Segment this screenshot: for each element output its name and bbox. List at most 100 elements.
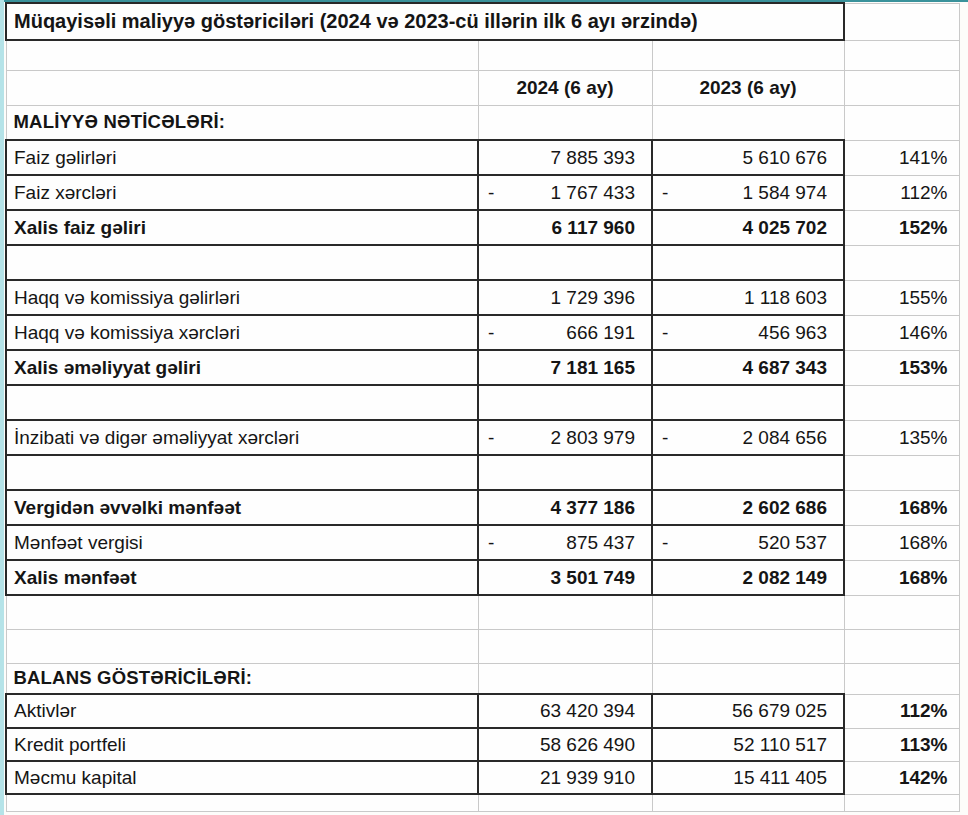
cell-2024-empty[interactable] bbox=[478, 663, 652, 694]
cell-2023-empty[interactable] bbox=[652, 385, 844, 420]
cell-percent[interactable]: 135% bbox=[844, 420, 959, 455]
table-row: MALİYYƏ NƏTİCƏLƏRİ: bbox=[6, 105, 959, 140]
cell-pct-empty[interactable] bbox=[844, 245, 959, 280]
cell-label-empty[interactable] bbox=[6, 385, 478, 420]
table-row: Mənfəət vergisi-875 437-520 537168% bbox=[6, 525, 959, 560]
table-row bbox=[6, 40, 959, 70]
cell-2023-value[interactable]: -1 584 974 bbox=[652, 175, 844, 210]
cell-label[interactable]: Xalis faiz gəliri bbox=[6, 210, 478, 245]
cell-2024-empty[interactable] bbox=[478, 629, 652, 663]
cell-2023-empty[interactable] bbox=[652, 663, 844, 694]
cell-percent[interactable]: 113% bbox=[844, 728, 959, 761]
cell-2024-empty[interactable] bbox=[478, 455, 652, 490]
cell-2023-empty[interactable] bbox=[652, 105, 844, 140]
cell-pct-empty[interactable] bbox=[844, 3, 959, 40]
cell-2023-value[interactable]: 4 687 343 bbox=[652, 350, 844, 385]
cell-label[interactable]: Mənfəət vergisi bbox=[6, 525, 478, 560]
cell-2024-empty[interactable] bbox=[478, 105, 652, 140]
cell-2024-value[interactable]: 3 501 749 bbox=[478, 560, 652, 595]
cell-percent[interactable]: 168% bbox=[844, 490, 959, 525]
cell-2023-empty[interactable] bbox=[652, 595, 844, 629]
cell-label[interactable]: Xalis əməliyyat gəliri bbox=[6, 350, 478, 385]
cell-label[interactable]: İnzibati və digər əməliyyat xərcləri bbox=[6, 420, 478, 455]
cell-label[interactable]: Faiz xərcləri bbox=[6, 175, 478, 210]
cell-2024-value[interactable]: -2 803 979 bbox=[478, 420, 652, 455]
cell-2024-value[interactable]: -666 191 bbox=[478, 315, 652, 350]
cell-value-text: 666 191 bbox=[566, 322, 635, 344]
cell-label-empty[interactable] bbox=[6, 455, 478, 490]
section-header: BALANS GÖSTƏRİCİLƏRİ: bbox=[6, 663, 478, 694]
cell-2023-empty[interactable] bbox=[652, 245, 844, 280]
cell-label[interactable]: Xalis mənfəət bbox=[6, 560, 478, 595]
cell-label-empty[interactable] bbox=[6, 794, 478, 811]
cell-pct-empty[interactable] bbox=[844, 595, 959, 629]
cell-pct-empty[interactable] bbox=[844, 70, 959, 105]
cell-percent[interactable]: 152% bbox=[844, 210, 959, 245]
cell-label-empty[interactable] bbox=[6, 629, 478, 663]
cell-2023-value[interactable]: 52 110 517 bbox=[652, 728, 844, 761]
cell-2023-empty[interactable] bbox=[652, 794, 844, 811]
cell-percent[interactable]: 168% bbox=[844, 560, 959, 595]
cell-percent[interactable]: 141% bbox=[844, 140, 959, 175]
cell-pct-empty[interactable] bbox=[844, 794, 959, 811]
cell-pct-empty[interactable] bbox=[844, 455, 959, 490]
cell-label-empty[interactable] bbox=[6, 70, 478, 105]
cell-2024-value[interactable]: 7 885 393 bbox=[478, 140, 652, 175]
cell-2024-value[interactable]: 7 181 165 bbox=[478, 350, 652, 385]
cell-2024-value[interactable]: 63 420 394 bbox=[478, 694, 652, 728]
cell-2024-value[interactable]: 1 729 396 bbox=[478, 280, 652, 315]
cell-2024-empty[interactable] bbox=[478, 40, 652, 70]
cell-2024-empty[interactable] bbox=[478, 794, 652, 811]
cell-2023-value[interactable]: 56 679 025 bbox=[652, 694, 844, 728]
cell-2023-empty[interactable] bbox=[652, 40, 844, 70]
cell-label-empty[interactable] bbox=[6, 245, 478, 280]
cell-2024-value[interactable]: 58 626 490 bbox=[478, 728, 652, 761]
cell-pct-empty[interactable] bbox=[844, 663, 959, 694]
cell-2023-value[interactable]: 4 025 702 bbox=[652, 210, 844, 245]
cell-label-empty[interactable] bbox=[6, 40, 478, 70]
cell-2024-empty[interactable] bbox=[478, 595, 652, 629]
cell-pct-empty[interactable] bbox=[844, 385, 959, 420]
cell-2024-value[interactable]: 6 117 960 bbox=[478, 210, 652, 245]
cell-percent[interactable]: 112% bbox=[844, 175, 959, 210]
cell-value-text: 520 537 bbox=[758, 532, 827, 554]
cell-2024-empty[interactable] bbox=[478, 385, 652, 420]
cell-2023-value[interactable]: 1 118 603 bbox=[652, 280, 844, 315]
cell-label[interactable]: Məcmu kapital bbox=[6, 761, 478, 794]
cell-percent[interactable]: 155% bbox=[844, 280, 959, 315]
cell-2024-empty[interactable] bbox=[478, 245, 652, 280]
cell-label[interactable]: Vergidən əvvəlki mənfəət bbox=[6, 490, 478, 525]
cell-2023-empty[interactable] bbox=[652, 629, 844, 663]
cell-label[interactable]: Haqq və komissiya xərcləri bbox=[6, 315, 478, 350]
cell-percent[interactable]: 168% bbox=[844, 525, 959, 560]
cell-2023-value[interactable]: -456 963 bbox=[652, 315, 844, 350]
cell-2024-value[interactable]: 21 939 910 bbox=[478, 761, 652, 794]
cell-value-text: 456 963 bbox=[758, 322, 827, 344]
cell-label[interactable]: Aktivlər bbox=[6, 694, 478, 728]
cell-2023-value[interactable]: 5 610 676 bbox=[652, 140, 844, 175]
table-row: Aktivlər63 420 39456 679 025112% bbox=[6, 694, 959, 728]
cell-label[interactable]: Faiz gəlirləri bbox=[6, 140, 478, 175]
cell-2023-value[interactable]: -2 084 656 bbox=[652, 420, 844, 455]
cell-pct-empty[interactable] bbox=[844, 105, 959, 140]
minus-sign: - bbox=[653, 427, 668, 449]
cell-2024-value[interactable]: -875 437 bbox=[478, 525, 652, 560]
cell-pct-empty[interactable] bbox=[844, 629, 959, 663]
cell-percent[interactable]: 146% bbox=[844, 315, 959, 350]
cell-percent[interactable]: 153% bbox=[844, 350, 959, 385]
cell-2023-empty[interactable] bbox=[652, 455, 844, 490]
cell-percent[interactable]: 142% bbox=[844, 761, 959, 794]
cell-label-empty[interactable] bbox=[6, 595, 478, 629]
cell-pct-empty[interactable] bbox=[844, 40, 959, 70]
cell-2023-value[interactable]: 2 602 686 bbox=[652, 490, 844, 525]
table-row: Haqq və komissiya gəlirləri1 729 3961 11… bbox=[6, 280, 959, 315]
cell-2023-value[interactable]: 2 082 149 bbox=[652, 560, 844, 595]
cell-2024-value[interactable]: -1 767 433 bbox=[478, 175, 652, 210]
cell-2023-value[interactable]: -520 537 bbox=[652, 525, 844, 560]
cell-label[interactable]: Haqq və komissiya gəlirləri bbox=[6, 280, 478, 315]
cell-label[interactable]: Kredit portfeli bbox=[6, 728, 478, 761]
cell-percent[interactable]: 112% bbox=[844, 694, 959, 728]
cell-2024-value[interactable]: 4 377 186 bbox=[478, 490, 652, 525]
cell-2023-value[interactable]: 15 411 405 bbox=[652, 761, 844, 794]
table-row: Vergidən əvvəlki mənfəət4 377 1862 602 6… bbox=[6, 490, 959, 525]
